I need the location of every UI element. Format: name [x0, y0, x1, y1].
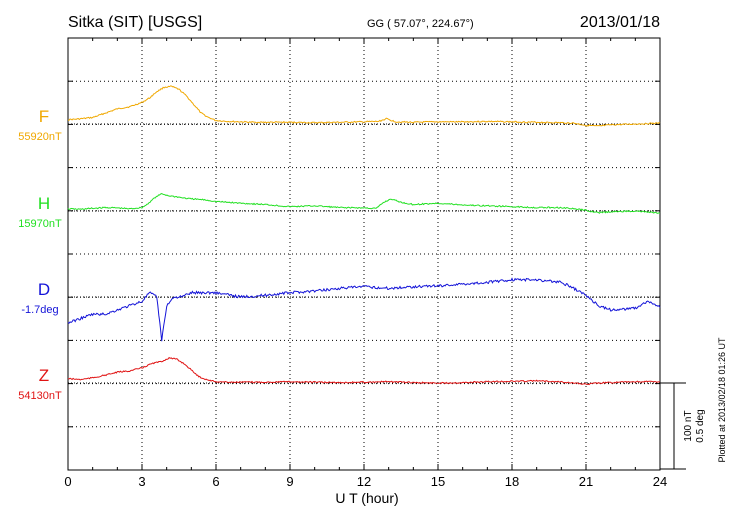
- series-baseline-d: -1.7deg: [21, 304, 58, 316]
- series-labels: F 55920nT H 15970nT D -1.7deg Z 54130nT: [18, 107, 62, 402]
- series-name-h: H: [38, 194, 50, 213]
- date-label: 2013/01/18: [580, 14, 660, 31]
- scale-deg-label: 0.5 deg: [695, 409, 706, 442]
- trace-f: [68, 85, 661, 127]
- series-name-f: F: [39, 107, 49, 126]
- trace-z: [67, 356, 661, 386]
- scale-nt-label: 100 nT: [683, 410, 694, 441]
- series-name-z: Z: [39, 366, 49, 385]
- plotted-timestamp: Plotted at 2013/02/18 01:26 UT: [717, 337, 727, 463]
- x-tick-label: 18: [505, 474, 519, 489]
- series-name-d: D: [38, 280, 50, 299]
- x-axis-tick-labels: 0 3 6 9 12 15 18 21 24: [64, 474, 667, 489]
- series-baseline-f: 55920nT: [18, 131, 62, 143]
- trace-h: [67, 193, 661, 214]
- x-axis-label: U T (hour): [335, 490, 398, 506]
- station-title: Sitka (SIT) [USGS]: [68, 14, 202, 31]
- series-traces: [67, 85, 661, 386]
- x-tick-label: 24: [653, 474, 667, 489]
- x-tick-label: 12: [357, 474, 371, 489]
- scale-bar: 100 nT 0.5 deg: [660, 382, 706, 470]
- x-tick-label: 9: [286, 474, 293, 489]
- series-baseline-h: 15970nT: [18, 218, 62, 230]
- x-axis-ticks: [67, 38, 661, 470]
- x-tick-label: 0: [64, 474, 71, 489]
- coordinates-label: GG ( 57.07°, 224.67°): [367, 18, 474, 30]
- trace-d: [67, 277, 661, 342]
- x-tick-label: 15: [431, 474, 445, 489]
- vertical-grid: [141, 38, 587, 470]
- series-baseline-z: 54130nT: [18, 390, 62, 402]
- x-tick-label: 21: [579, 474, 593, 489]
- horizontal-grid: [68, 80, 660, 428]
- x-tick-label: 6: [212, 474, 219, 489]
- x-tick-label: 3: [138, 474, 145, 489]
